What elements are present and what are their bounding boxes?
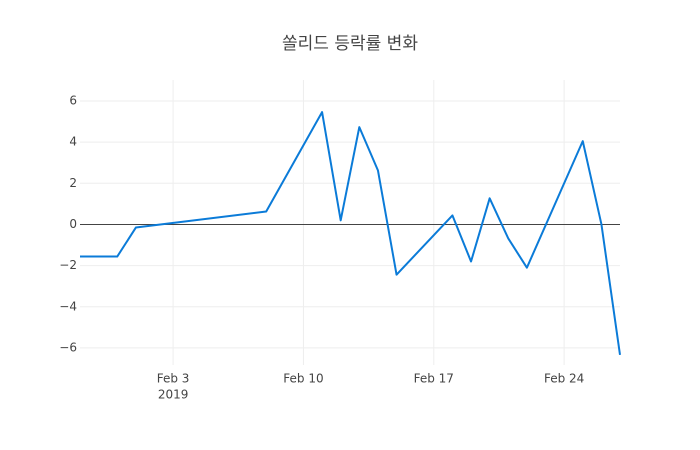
y-tick-label: 4 <box>69 135 77 149</box>
y-tick-label: 6 <box>69 93 77 107</box>
chart-title: 쏠리드 등락률 변화 <box>282 34 418 54</box>
x-tick-label: Feb 3 <box>157 372 190 386</box>
x-year-label: 2019 <box>158 388 189 402</box>
y-tick-label: −4 <box>59 299 77 313</box>
y-tick-label: 2 <box>69 176 77 190</box>
x-tick-label: Feb 24 <box>544 372 584 386</box>
x-tick-label: Feb 10 <box>283 372 323 386</box>
x-tick-label: Feb 17 <box>414 372 454 386</box>
y-tick-label: 0 <box>69 217 77 231</box>
data-line <box>80 111 621 356</box>
y-tick-label: −6 <box>59 340 77 354</box>
y-tick-label: −2 <box>59 258 77 272</box>
